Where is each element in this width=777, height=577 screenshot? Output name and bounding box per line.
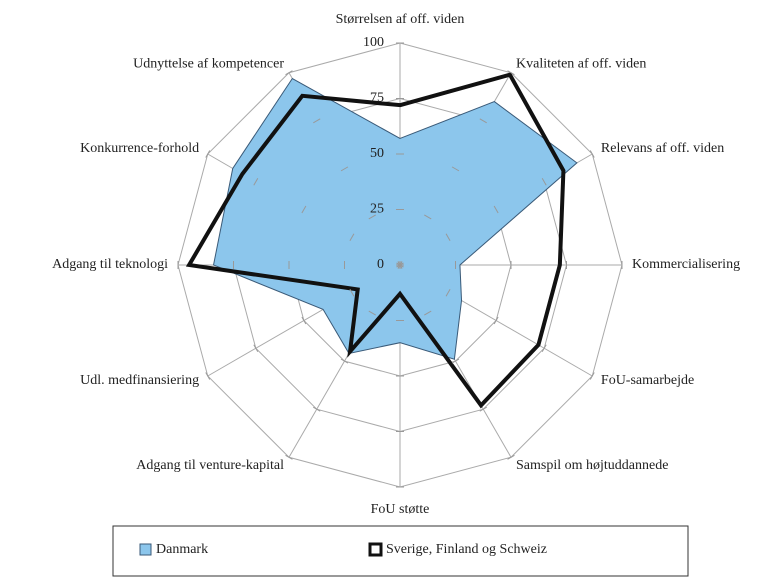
tick-mark: [589, 372, 595, 380]
tick-mark: [285, 70, 293, 76]
tick-mark: [424, 214, 432, 220]
category-label: FoU-samarbejde: [601, 373, 694, 388]
tick-mark: [349, 233, 355, 241]
legend-box: [112, 525, 689, 577]
tick-mark: [301, 205, 307, 214]
tick-mark: [253, 178, 259, 186]
tick-mark: [313, 406, 321, 412]
category-label: FoU støtte: [371, 502, 430, 517]
r-tick-label: 25: [370, 202, 384, 217]
tick-mark: [507, 70, 515, 76]
tick-mark: [368, 310, 376, 316]
tick-mark: [445, 233, 451, 241]
tick-mark: [205, 372, 211, 380]
tick-mark: [396, 262, 404, 268]
tick-mark: [479, 406, 487, 412]
tick-mark: [205, 150, 211, 158]
category-label: Størrelsen af off. viden: [336, 12, 465, 27]
tick-mark: [301, 316, 307, 325]
tick-mark: [541, 178, 547, 186]
tick-mark: [589, 150, 595, 158]
tick-mark: [368, 214, 376, 220]
tick-mark: [493, 205, 499, 214]
r-tick-label: 50: [370, 146, 384, 161]
category-label: Adgang til venture-kapital: [136, 458, 284, 473]
legend-swatch: [368, 542, 383, 557]
tick-mark: [340, 166, 349, 172]
r-tick-label: 0: [377, 257, 384, 272]
tick-mark: [285, 454, 293, 460]
tick-mark: [493, 316, 499, 325]
tick-mark: [479, 118, 487, 124]
tick-mark: [313, 118, 321, 124]
category-label: Udnyttelse af kompetencer: [133, 56, 284, 71]
r-tick-label: 75: [370, 91, 384, 106]
tick-mark: [424, 310, 432, 316]
legend-label: Sverige, Finland og Schweiz: [386, 542, 547, 557]
category-label: Kvaliteten af off. viden: [516, 56, 646, 71]
legend-label: Danmark: [156, 542, 208, 557]
tick-mark: [445, 289, 451, 297]
series-area: [212, 77, 578, 360]
category-label: Samspil om højtuddannede: [516, 458, 668, 473]
category-label: Kommercialisering: [632, 257, 740, 272]
category-label: Adgang til teknologi: [52, 257, 168, 272]
tick-mark: [507, 454, 515, 460]
tick-mark: [451, 358, 460, 364]
category-label: Udl. medfinansiering: [80, 373, 199, 388]
tick-mark: [349, 289, 355, 297]
category-label: Relevans af off. viden: [601, 141, 724, 156]
category-label: Konkurrence-forhold: [80, 141, 199, 156]
tick-mark: [541, 344, 547, 352]
tick-mark: [451, 166, 460, 172]
tick-mark: [253, 344, 259, 352]
r-tick-label: 100: [363, 35, 384, 50]
legend-swatch: [139, 543, 152, 556]
series-line: [185, 72, 566, 409]
tick-mark: [340, 358, 349, 364]
